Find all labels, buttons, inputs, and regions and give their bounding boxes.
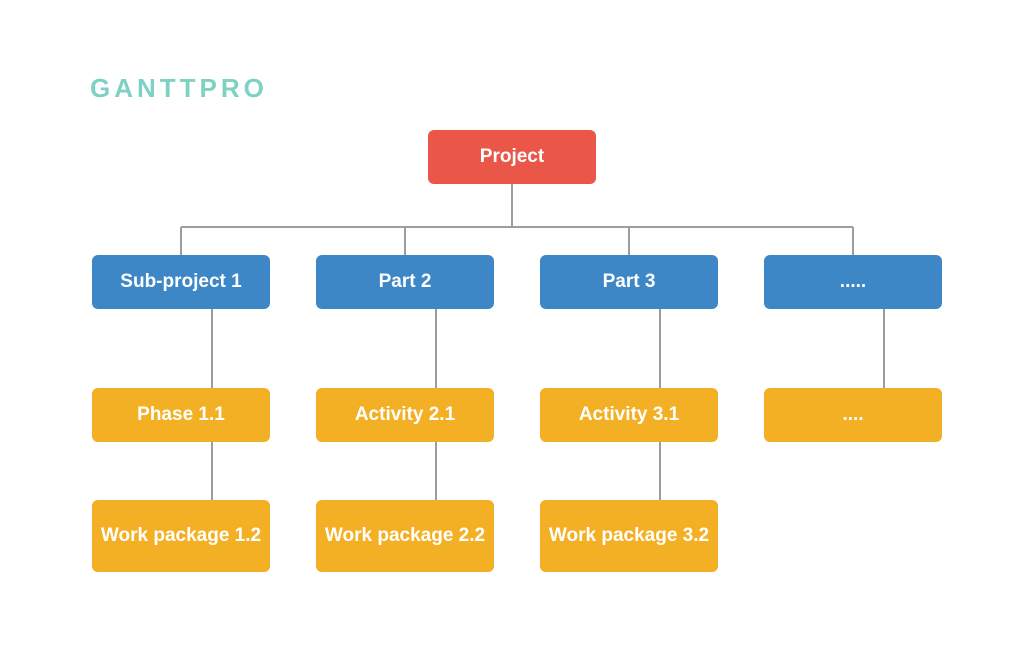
tree-node-level2: Activity 3.1 — [540, 388, 718, 442]
tree-node-root: Project — [428, 130, 596, 184]
brand-logo: GANTTPRO — [90, 73, 268, 104]
tree-node-level2: Activity 2.1 — [316, 388, 494, 442]
tree-node-level3: Work package 2.2 — [316, 500, 494, 572]
diagram-canvas: GANTTPRO Project Sub-project 1 Phase 1.1… — [0, 0, 1024, 665]
tree-node-level2: Phase 1.1 — [92, 388, 270, 442]
tree-node-level1: Part 2 — [316, 255, 494, 309]
tree-node-level1: Sub-project 1 — [92, 255, 270, 309]
tree-node-level3: Work package 3.2 — [540, 500, 718, 572]
tree-node-level1: Part 3 — [540, 255, 718, 309]
tree-node-level1: ..... — [764, 255, 942, 309]
tree-node-level2: .... — [764, 388, 942, 442]
tree-node-level3: Work package 1.2 — [92, 500, 270, 572]
